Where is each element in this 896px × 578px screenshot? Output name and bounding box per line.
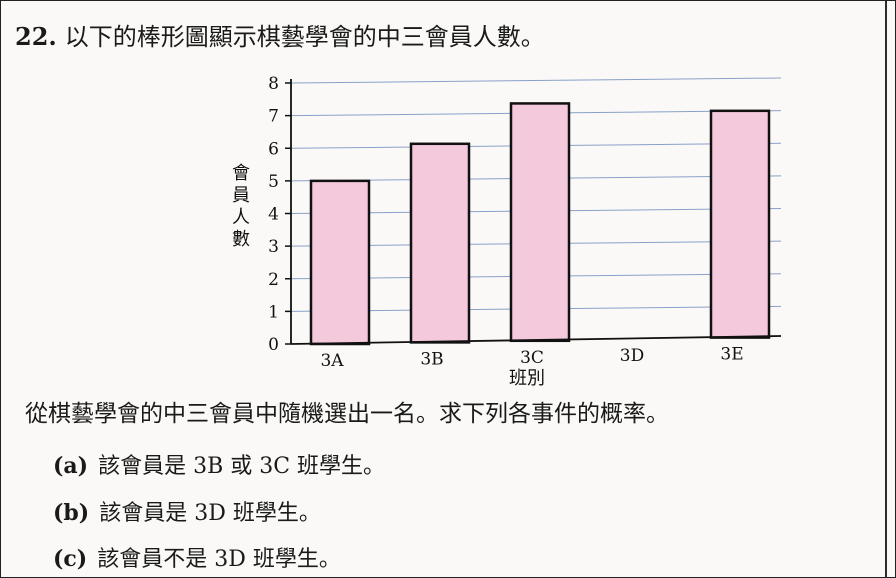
- part-b: (b) 該會員是 3D 班學生。: [53, 495, 321, 527]
- y-tick-label-4: 4: [268, 205, 279, 225]
- y-tick-label-8: 8: [268, 74, 279, 94]
- question-header: 22. 以下的棒形圖顯示棋藝學會的中三會員人數。: [15, 17, 545, 52]
- x-tick-label-3B: 3B: [420, 349, 443, 369]
- y-axis-title: 會員人數: [232, 163, 250, 250]
- part-a-label: (a): [53, 453, 89, 479]
- bar-3E: [709, 109, 771, 339]
- x-axis: [290, 335, 782, 345]
- y-tick-label-1: 1: [268, 302, 279, 322]
- part-a-text: 該會員是 3B 或 3C 班學生。: [98, 454, 386, 479]
- x-tick-label-3C: 3C: [520, 348, 544, 368]
- x-tick-label-3A: 3A: [320, 351, 344, 371]
- part-c-label: (c): [53, 546, 88, 572]
- part-a: (a) 該會員是 3B 或 3C 班學生。: [53, 448, 385, 480]
- page-edge-rule: [885, 1, 887, 577]
- question-text: 以下的棒形圖顯示棋藝學會的中三會員人數。: [64, 23, 545, 51]
- y-tick-label-7: 7: [268, 107, 279, 127]
- part-b-text: 該會員是 3D 班學生。: [99, 501, 321, 526]
- y-tick-label-5: 5: [268, 172, 279, 192]
- bar-3C: [509, 102, 571, 343]
- part-b-label: (b): [53, 500, 90, 526]
- part-c-text: 該會員不是 3D 班學生。: [97, 547, 341, 572]
- question-number: 22.: [15, 22, 57, 51]
- chart-labels: 0 1 2 3 4 5 6 7 8 3A 3B 3C 3D 3E 班別 會員人數: [232, 74, 744, 389]
- chart-bars: [309, 102, 771, 346]
- y-tick-label-3: 3: [268, 237, 279, 257]
- y-tick-label-2: 2: [268, 270, 279, 290]
- x-tick-label-3E: 3E: [720, 345, 743, 365]
- bar-3B: [409, 142, 471, 344]
- y-tick-label-0: 0: [268, 335, 279, 355]
- instruction-text: 從棋藝學會的中三會員中隨機選出一名。求下列各事件的概率。: [25, 401, 669, 427]
- y-tick-label-6: 6: [268, 139, 279, 159]
- grid-line-8: [290, 77, 782, 84]
- bar-3A: [309, 179, 371, 346]
- bar-chart: 0 1 2 3 4 5 6 7 8 3A 3B 3C 3D 3E 班別 會員人數: [232, 74, 782, 389]
- part-c: (c) 該會員不是 3D 班學生。: [53, 541, 341, 573]
- chart-axes: [285, 79, 782, 345]
- x-tick-label-3D: 3D: [620, 346, 644, 366]
- x-axis-title: 班別: [509, 368, 545, 389]
